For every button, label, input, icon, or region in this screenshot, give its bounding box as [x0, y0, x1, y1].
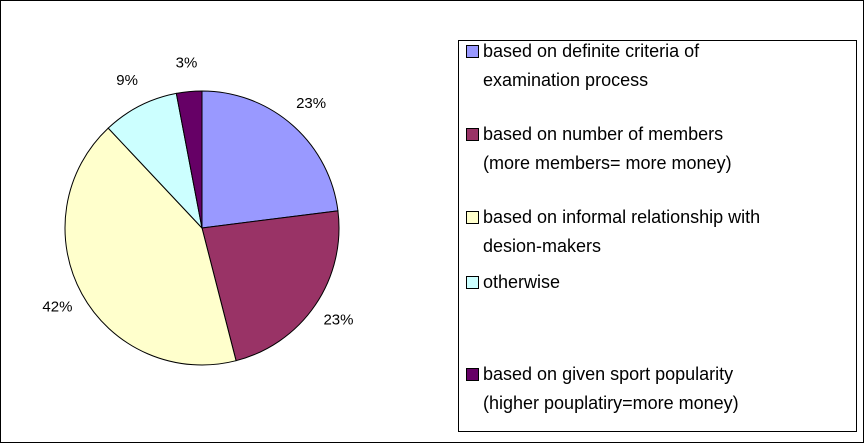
legend-swatch — [466, 276, 479, 289]
legend-entry: based on definite criteria of examinatio… — [466, 37, 699, 95]
data-label: 9% — [116, 72, 138, 89]
data-label: 42% — [42, 298, 72, 315]
pie-slice — [175, 90, 203, 229]
legend-swatch — [466, 45, 479, 58]
legend-swatch — [466, 211, 479, 224]
pie-slice — [201, 210, 340, 362]
legend-swatch — [466, 128, 479, 141]
data-label: 23% — [296, 95, 326, 112]
legend-label: based on given sport popularity (higher … — [483, 364, 739, 413]
legend: based on definite criteria of examinatio… — [458, 40, 857, 432]
legend-swatch — [466, 368, 479, 381]
legend-entry: otherwise — [466, 268, 560, 297]
legend-label: otherwise — [483, 272, 561, 292]
pie-slice — [64, 127, 237, 366]
legend-label: based on number of members (more members… — [483, 124, 732, 173]
pie-slice — [201, 90, 339, 229]
legend-entry: based on given sport popularity (higher … — [466, 360, 739, 418]
data-label: 3% — [176, 55, 198, 72]
data-label: 23% — [323, 312, 353, 329]
legend-entry: based on number of members (more members… — [466, 120, 732, 178]
legend-label: based on definite criteria of examinatio… — [483, 41, 700, 90]
legend-entry: based on informal relationship with desi… — [466, 203, 760, 261]
legend-label: based on informal relationship with desi… — [483, 207, 761, 256]
